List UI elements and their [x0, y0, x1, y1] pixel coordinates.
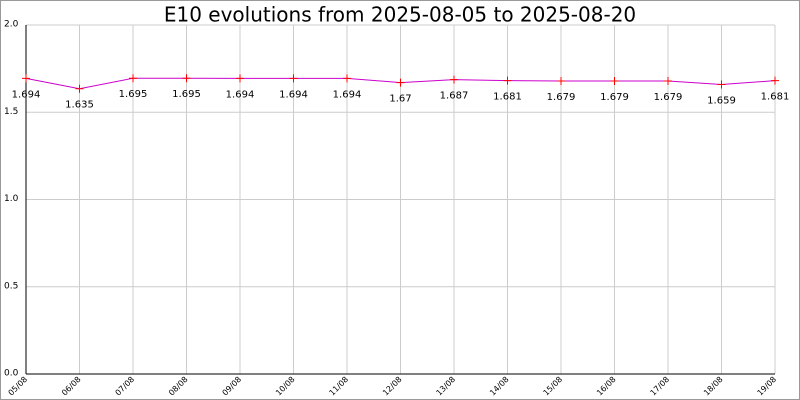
y-tick-label: 2.0 — [4, 20, 19, 30]
data-label: 1.694 — [226, 89, 255, 100]
data-label: 1.679 — [654, 92, 683, 103]
marker — [182, 74, 191, 83]
data-label: 1.679 — [600, 92, 629, 103]
marker — [610, 77, 619, 86]
data-label: 1.694 — [279, 89, 308, 100]
data-label: 1.695 — [119, 89, 148, 100]
y-tick-label: 1.0 — [4, 194, 19, 204]
chart-title: E10 evolutions from 2025-08-05 to 2025-0… — [164, 3, 636, 27]
marker — [22, 74, 30, 83]
data-label: 1.687 — [440, 91, 469, 102]
y-tick-label: 0.5 — [4, 281, 18, 291]
marker — [343, 74, 351, 83]
data-label: 1.681 — [493, 92, 522, 103]
data-label: 1.695 — [172, 89, 201, 100]
marker — [396, 78, 405, 87]
marker — [75, 84, 84, 93]
marker — [557, 77, 565, 86]
marker — [771, 76, 779, 85]
data-label: 1.67 — [389, 94, 411, 105]
marker — [717, 80, 726, 89]
data-label: 1.694 — [12, 89, 41, 100]
marker — [236, 74, 244, 83]
data-label: 1.679 — [547, 92, 576, 103]
marker — [289, 74, 298, 83]
data-label: 1.635 — [65, 100, 94, 111]
data-label: 1.694 — [333, 89, 362, 100]
marker — [503, 76, 512, 85]
marker — [664, 77, 672, 86]
marker — [450, 75, 458, 84]
y-tick-label: 1.5 — [4, 107, 18, 117]
y-tick-label: 0.0 — [4, 369, 19, 379]
marker — [129, 74, 137, 83]
data-label: 1.681 — [761, 92, 790, 103]
data-label: 1.659 — [707, 96, 736, 107]
